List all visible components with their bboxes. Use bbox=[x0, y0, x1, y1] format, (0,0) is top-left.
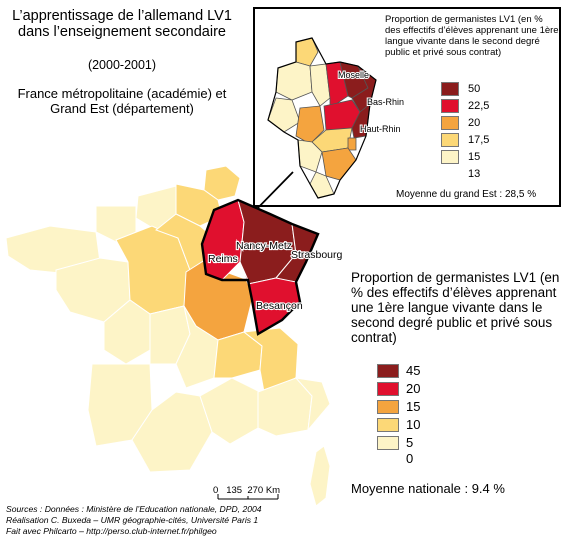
source-line: Sources : Données : Ministère de l’Educa… bbox=[6, 504, 262, 514]
academy-nice bbox=[294, 377, 331, 432]
grand-est-outline bbox=[200, 198, 320, 336]
inset-mean: Moyenne du grand Est : 28,5 % bbox=[396, 189, 537, 200]
inset-outline bbox=[267, 37, 377, 199]
main-legend-value: 0 bbox=[406, 451, 414, 466]
inset-legend-swatch bbox=[441, 150, 459, 164]
label-strasbourg: Strasbourg bbox=[291, 249, 343, 261]
software-line: Fait avec Philcarto – http://perso.club-… bbox=[6, 526, 217, 536]
inset-legend-swatch bbox=[441, 133, 459, 147]
inset-legend-value: 15 bbox=[468, 151, 481, 163]
inset-legend-title: Proportion de germanistes LV1 (en % des … bbox=[385, 14, 559, 58]
main-legend-title: Proportion de germanistes LV1 (en % des … bbox=[351, 270, 560, 345]
inset-legend-swatch bbox=[441, 82, 459, 96]
france-academies bbox=[5, 165, 331, 507]
map-period: (2000-2001) bbox=[87, 58, 157, 72]
label-bas-rhin: Bas-Rhin bbox=[367, 97, 404, 107]
credit-line: Réalisation C. Buxeda – UMR géographie-c… bbox=[6, 515, 259, 525]
map-title: L’apprentissage de l’allemand LV1 dans l… bbox=[12, 8, 232, 40]
main-legend-swatch bbox=[377, 436, 399, 450]
main-legend-swatch bbox=[377, 382, 399, 396]
main-legend-swatch bbox=[377, 400, 399, 414]
sources: Sources : Données : Ministère de l’Educa… bbox=[6, 504, 262, 537]
label-moselle: Moselle bbox=[338, 70, 369, 80]
dept-marne bbox=[275, 61, 313, 101]
dept-meuse bbox=[309, 63, 331, 107]
main-legend-value: 20 bbox=[406, 381, 421, 396]
label-besancon: Besançon bbox=[256, 300, 303, 312]
scale-label: 0 135 270 Km bbox=[213, 485, 281, 496]
main-legend-value: 5 bbox=[406, 435, 414, 450]
main-legend-value: 15 bbox=[406, 399, 421, 414]
main-legend-value: 45 bbox=[406, 363, 421, 378]
dept-doubs bbox=[321, 147, 357, 181]
inset-legend-swatch bbox=[441, 99, 459, 113]
scale-bar bbox=[217, 494, 279, 500]
inset-legend-value: 20 bbox=[468, 117, 481, 129]
inset-legend-swatch bbox=[441, 116, 459, 130]
main-legend-value: 10 bbox=[406, 417, 421, 432]
label-nancy-metz: Nancy-Metz bbox=[236, 240, 292, 252]
inset-legend-value: 22,5 bbox=[468, 100, 490, 112]
inset-departments bbox=[267, 37, 377, 199]
label-haut-rhin: Haut-Rhin bbox=[360, 124, 401, 134]
main-legend-swatch bbox=[377, 364, 399, 378]
national-mean: Moyenne nationale : 9.4 % bbox=[351, 481, 505, 496]
dept-haut-rhin bbox=[351, 103, 371, 139]
academy-clermont bbox=[175, 305, 219, 389]
academy-corse bbox=[309, 445, 331, 507]
inset-legend-value: 13 bbox=[468, 168, 481, 180]
inset-legend-value: 17,5 bbox=[468, 134, 490, 146]
dept-territoire-belfort bbox=[347, 137, 357, 151]
label-reims: Reims bbox=[208, 253, 238, 265]
grand-est-academies bbox=[200, 198, 320, 336]
inset-legend-value: 50 bbox=[468, 83, 481, 95]
main-legend-swatch bbox=[377, 418, 399, 432]
dept-haute-marne bbox=[295, 105, 325, 145]
map-scope: France métropolitaine (académie) et Gran… bbox=[17, 86, 227, 116]
